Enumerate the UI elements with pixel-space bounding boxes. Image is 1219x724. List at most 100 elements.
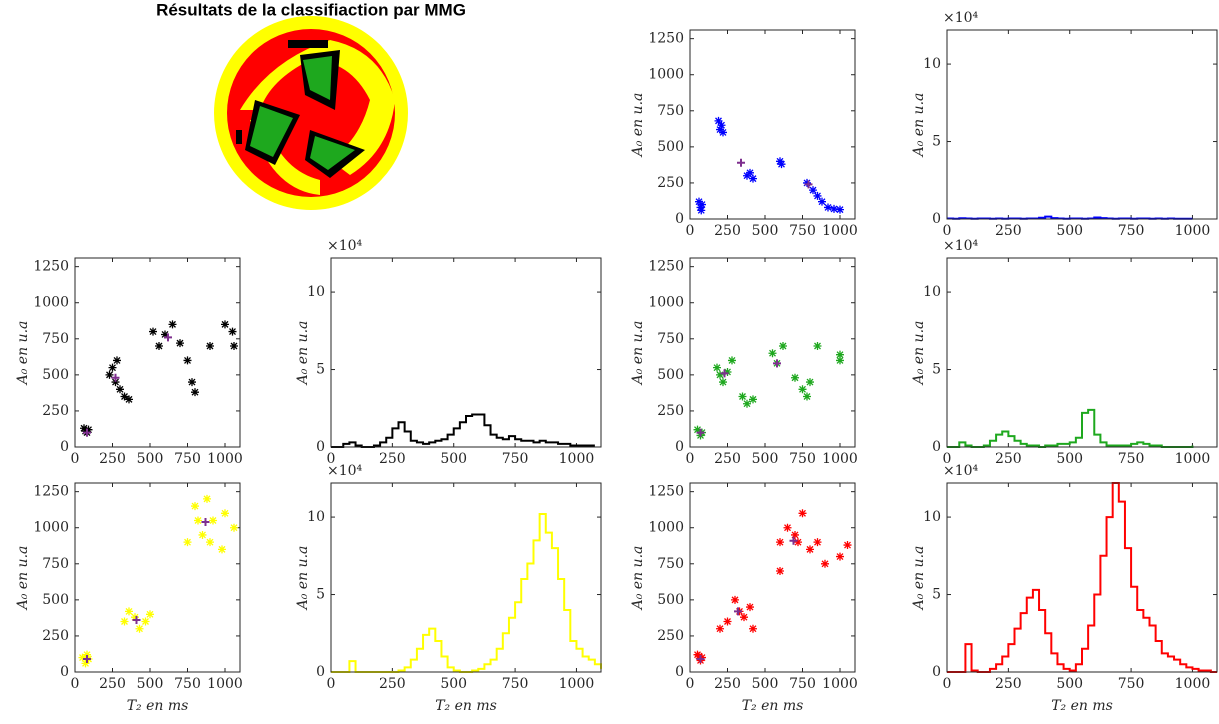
- point: [191, 502, 199, 511]
- x-tick-label: 0: [943, 223, 952, 239]
- y-tick-label: 0: [932, 211, 941, 227]
- x-tick-label: 1000: [822, 676, 858, 692]
- axes-frame: [946, 29, 1218, 220]
- point: [714, 116, 723, 125]
- point: [779, 342, 787, 351]
- centroid: [734, 607, 742, 616]
- point: [776, 567, 784, 576]
- y-tick-label: 1250: [33, 259, 69, 275]
- y-tick-label: 10: [307, 509, 325, 525]
- point: [221, 509, 229, 518]
- point: [141, 617, 150, 626]
- x-tick-label: 500: [752, 451, 779, 467]
- y-multiplier: ×10⁴: [943, 10, 979, 26]
- subplot: 0 250 500 750 1000 0 5 10 A₀ en u.a ×10⁴: [911, 238, 1218, 467]
- subplot: 0 250 500 750 1000 0 5 10 A₀ en u.a ×10⁴: [295, 238, 602, 467]
- y-multiplier: ×10⁴: [327, 238, 363, 254]
- centroid: [789, 536, 798, 545]
- x-tick-label: 750: [174, 451, 201, 467]
- point: [209, 516, 217, 525]
- point: [746, 603, 754, 612]
- point: [843, 541, 852, 550]
- point: [218, 545, 226, 554]
- y-axis-label: A₀ en u.a: [911, 321, 927, 387]
- x-axis-label: T₂ en ms: [435, 698, 497, 714]
- y-tick-label: 1250: [33, 484, 69, 500]
- y-axis-label: A₀ en u.a: [911, 93, 927, 159]
- point: [113, 356, 121, 365]
- x-tick-label: 250: [995, 223, 1022, 239]
- x-tick-label: 1000: [559, 676, 595, 692]
- y-tick-label: 0: [675, 439, 684, 455]
- point: [740, 613, 748, 622]
- subplot: 0 250 500 750 1000 0 5 10 A₀ en u.a T₂ en ms ×10⁴: [911, 463, 1218, 714]
- y-tick-label: 0: [316, 439, 325, 455]
- point: [696, 203, 705, 212]
- figure-title: Résultats de la classifiaction par MMG: [156, 0, 466, 19]
- y-tick-label: 500: [657, 592, 684, 608]
- axes-frame: [74, 257, 241, 448]
- x-tick-label: 500: [1056, 451, 1083, 467]
- centroid: [83, 428, 91, 437]
- axes-frame: [330, 257, 602, 448]
- point: [146, 610, 154, 619]
- point: [695, 652, 703, 661]
- x-tick-label: 250: [379, 676, 406, 692]
- point: [824, 203, 832, 212]
- point: [105, 370, 114, 379]
- x-tick-label: 750: [789, 451, 816, 467]
- point: [221, 320, 229, 329]
- y-axis-label: A₀ en u.a: [295, 546, 311, 612]
- x-tick-label: 0: [943, 451, 952, 467]
- point: [749, 174, 757, 183]
- axes-frame: [689, 257, 856, 448]
- y-multiplier: ×10⁴: [943, 238, 979, 254]
- y-tick-label: 750: [657, 103, 684, 119]
- subplot: 0 250 500 750 1000 0 250 500 750 1000 1250 A₀ en u.…: [630, 257, 858, 467]
- centroid: [201, 517, 210, 526]
- y-tick-label: 1000: [648, 67, 684, 83]
- point: [783, 523, 792, 532]
- y-multiplier: ×10⁴: [943, 463, 979, 479]
- point: [768, 349, 777, 358]
- x-tick-label: 1000: [207, 451, 243, 467]
- point: [191, 388, 199, 397]
- point: [230, 523, 238, 532]
- x-tick-label: 750: [502, 676, 529, 692]
- y-tick-label: 0: [316, 664, 325, 680]
- y-tick-label: 0: [932, 439, 941, 455]
- x-tick-label: 750: [1118, 451, 1145, 467]
- axes-frame: [689, 482, 856, 673]
- y-tick-label: 10: [923, 284, 941, 300]
- point: [206, 538, 214, 547]
- x-tick-label: 750: [789, 676, 816, 692]
- x-axis-label: T₂ en ms: [127, 698, 189, 714]
- point: [806, 378, 814, 387]
- point: [183, 356, 192, 365]
- point: [806, 545, 814, 554]
- subplot: 0 250 500 750 1000 0 250 500 750 1000 1250 A₀ en u.…: [15, 257, 243, 467]
- point: [836, 350, 844, 359]
- x-tick-label: 500: [752, 223, 779, 239]
- point: [111, 378, 120, 387]
- y-tick-label: 5: [316, 587, 325, 603]
- x-tick-label: 500: [1056, 676, 1083, 692]
- point: [108, 363, 117, 372]
- point: [776, 538, 784, 547]
- point: [777, 160, 786, 169]
- x-tick-label: 250: [99, 676, 126, 692]
- y-tick-label: 1000: [33, 295, 69, 311]
- point: [743, 399, 751, 408]
- y-tick-label: 1000: [648, 520, 684, 536]
- point: [84, 425, 93, 434]
- point: [697, 206, 706, 215]
- y-tick-label: 1250: [648, 484, 684, 500]
- y-axis-label: A₀ en u.a: [15, 321, 31, 387]
- x-tick-label: 250: [714, 223, 741, 239]
- x-axis-label: T₂ en ms: [1051, 698, 1113, 714]
- point: [713, 363, 721, 372]
- point: [206, 342, 214, 351]
- y-multiplier: ×10⁴: [327, 463, 363, 479]
- y-tick-label: 250: [42, 403, 69, 419]
